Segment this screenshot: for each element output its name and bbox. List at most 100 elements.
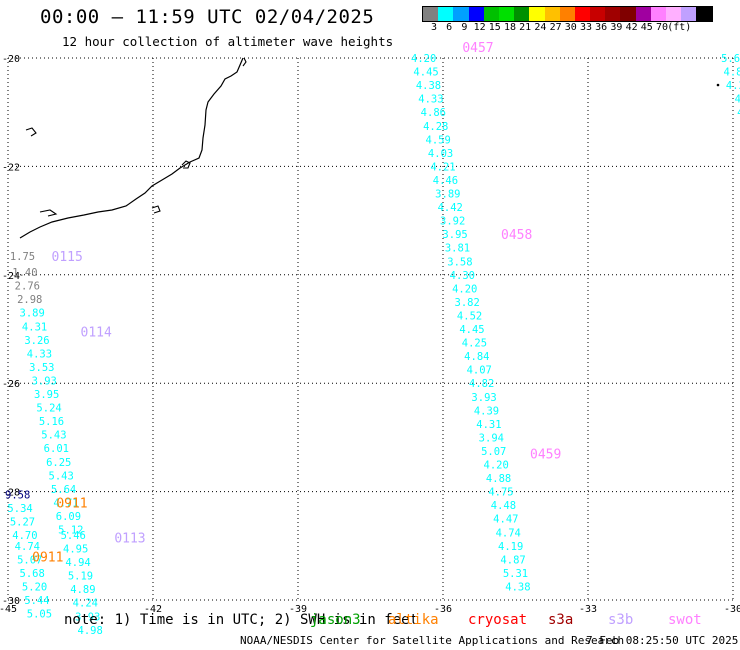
wave-height-value: 4.24 <box>73 598 98 610</box>
colorbar-label: 30 <box>564 22 577 33</box>
wave-height-value: 4.45 <box>459 324 484 336</box>
wave-height-value: 3.89 <box>20 308 45 320</box>
colorbar-label: 9 <box>461 22 468 33</box>
colorbar-label: 3 <box>430 22 438 33</box>
wave-height-value: 5.6 <box>721 53 740 65</box>
footer-timestamp: 7 Feb 08:25:50 UTC 2025 <box>586 634 739 647</box>
wave-height-value: 4.94 <box>65 557 90 569</box>
island-shape <box>151 205 161 214</box>
wave-height-value: 3.93 <box>32 375 57 387</box>
x-tick-label: -30 <box>724 604 740 615</box>
colorbar-label: 45 <box>640 22 653 33</box>
wave-height-value: 4.33 <box>27 348 52 360</box>
footer-org: NOAA/NESDIS Center for Satellite Applica… <box>240 634 625 647</box>
wave-height-value: 4.31 <box>22 321 47 333</box>
wave-height-value: 5.46 <box>61 530 86 542</box>
wave-height-value: 4.98 <box>78 625 103 637</box>
wave-height-value: 4.52 <box>457 310 482 322</box>
y-tick-label: -22 <box>2 162 20 173</box>
colorbar-label: 18 <box>503 22 517 33</box>
wave-height-value: 4.88 <box>486 473 511 485</box>
wave-height-value: 1.75 <box>10 251 35 263</box>
wave-height-value: 5.20 <box>22 581 47 593</box>
wave-height-value: 5.05 <box>27 609 52 621</box>
wave-height-value: 4.70 <box>12 530 37 542</box>
wave-height-value: 5.12 <box>58 525 83 537</box>
wave-height-value: 4.28 <box>423 121 448 133</box>
wave-height-value: 4.74 <box>496 527 521 539</box>
legend-item-s3b: s3b <box>608 612 634 628</box>
wave-height-value: 5.31 <box>503 568 528 580</box>
wave-height-value: 4.2 <box>726 80 740 92</box>
track-label: 0458 <box>501 228 532 243</box>
colorbar-label: 33 <box>579 22 593 33</box>
colorbar-swatch <box>605 7 621 21</box>
colorbar-swatch <box>635 7 651 21</box>
wave-height-value: 4.74 <box>15 541 40 553</box>
y-tick-label: -20 <box>2 54 20 65</box>
y-tick-label: -30 <box>2 596 20 607</box>
colorbar-label: 6 <box>446 22 453 33</box>
wave-height-value: 3.58 <box>447 256 472 268</box>
island-shape <box>181 160 191 169</box>
wave-height-value: 4.47 <box>493 514 518 526</box>
track-values: 1.751.402.762.983.894.313.264.333.533.93… <box>5 53 740 637</box>
colorbar-swatch <box>650 7 666 21</box>
coastline <box>19 57 720 239</box>
colorbar-label: 15 <box>488 22 501 33</box>
wave-height-value: 4.87 <box>500 554 525 566</box>
legend-item-altika: altika <box>388 612 439 628</box>
colorbar-swatch <box>544 7 560 21</box>
x-tick-label: -42 <box>144 604 162 615</box>
wave-height-value: 5.43 <box>49 470 74 482</box>
colorbar-swatch <box>529 7 545 21</box>
wave-height-value: 5.68 <box>20 568 45 580</box>
map-subtitle: 12 hour collection of altimeter wave hei… <box>62 34 394 49</box>
colorbar-label: 12 <box>473 22 486 33</box>
colorbar-swatch <box>498 7 515 21</box>
wave-height-value: 9.58 <box>5 489 30 501</box>
colorbar-swatch <box>468 7 484 21</box>
wave-height-value: 2.76 <box>15 281 40 293</box>
wave-height-value: 4.84 <box>464 351 489 363</box>
wave-height-value: 3.94 <box>479 432 504 444</box>
wave-height-value: 6.01 <box>44 443 69 455</box>
island-shape <box>25 127 37 137</box>
legend-item-s3a: s3a <box>548 612 574 628</box>
colorbar-label: 24 <box>534 22 547 33</box>
wave-height-value: 4.48 <box>491 500 516 512</box>
map-title: 00:00 — 11:59 UTC 02/04/2025 <box>40 6 375 28</box>
colorbar-swatch <box>590 7 606 21</box>
note-text: note: 1) Time is in UTC; 2) SWH is in fe… <box>64 612 419 628</box>
colorbar-swatch <box>574 7 591 21</box>
wave-height-value: 3.93 <box>471 392 496 404</box>
track-labels: 0115 0114 0113 0911 0911 0457 0458 0459 <box>32 41 561 565</box>
wave-height-value: 4.33 <box>418 94 443 106</box>
wave-height-value: 4.75 <box>488 487 513 499</box>
wave-height-value: 5.16 <box>39 416 64 428</box>
wave-height-value: 4.19 <box>498 541 523 553</box>
wave-height-value: 4.46 <box>433 175 458 187</box>
colorbar-label: (ft) <box>667 22 692 33</box>
wave-height-value: 5.07 <box>17 554 42 566</box>
wave-height-value: 5.19 <box>68 571 93 583</box>
track-label: 0459 <box>530 448 561 463</box>
wave-height-value: 4.20 <box>484 460 509 472</box>
wave-height-value: 3.26 <box>24 335 49 347</box>
wave-height-value: 2.98 <box>17 294 42 306</box>
colorbar-swatch <box>620 7 636 21</box>
wave-height-value: 4.59 <box>426 134 451 146</box>
wave-height-value: 4.86 <box>421 107 446 119</box>
colorbar-swatch <box>559 7 575 21</box>
wave-height-value: 3.95 <box>34 389 59 401</box>
y-tick-label: -26 <box>2 379 20 390</box>
wave-height-value: 5.44 <box>24 595 49 607</box>
wave-height-value: 4.21 <box>430 161 455 173</box>
wave-height-value: 3.89 <box>435 189 460 201</box>
legend-item-cryosat: cryosat <box>468 612 528 628</box>
track-label: 0911 <box>32 551 63 566</box>
colorbar-swatch <box>483 7 499 21</box>
wave-height-value: 5.24 <box>36 403 61 415</box>
wave-height-value: 4.8 <box>724 67 740 79</box>
